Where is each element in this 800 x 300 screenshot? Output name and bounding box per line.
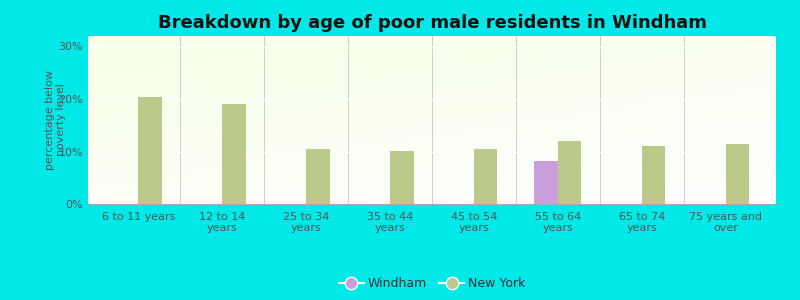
Bar	[642, 146, 666, 204]
Bar	[558, 141, 582, 204]
Y-axis label: percentage below
poverty level: percentage below poverty level	[45, 70, 66, 170]
Bar	[138, 98, 162, 204]
Bar	[534, 161, 558, 204]
Bar	[726, 144, 749, 204]
Bar	[474, 149, 498, 204]
Bar	[306, 149, 330, 204]
Legend: Windham, New York: Windham, New York	[334, 272, 530, 295]
Bar	[390, 151, 414, 204]
Title: Breakdown by age of poor male residents in Windham: Breakdown by age of poor male residents …	[158, 14, 706, 32]
Bar	[222, 104, 246, 204]
